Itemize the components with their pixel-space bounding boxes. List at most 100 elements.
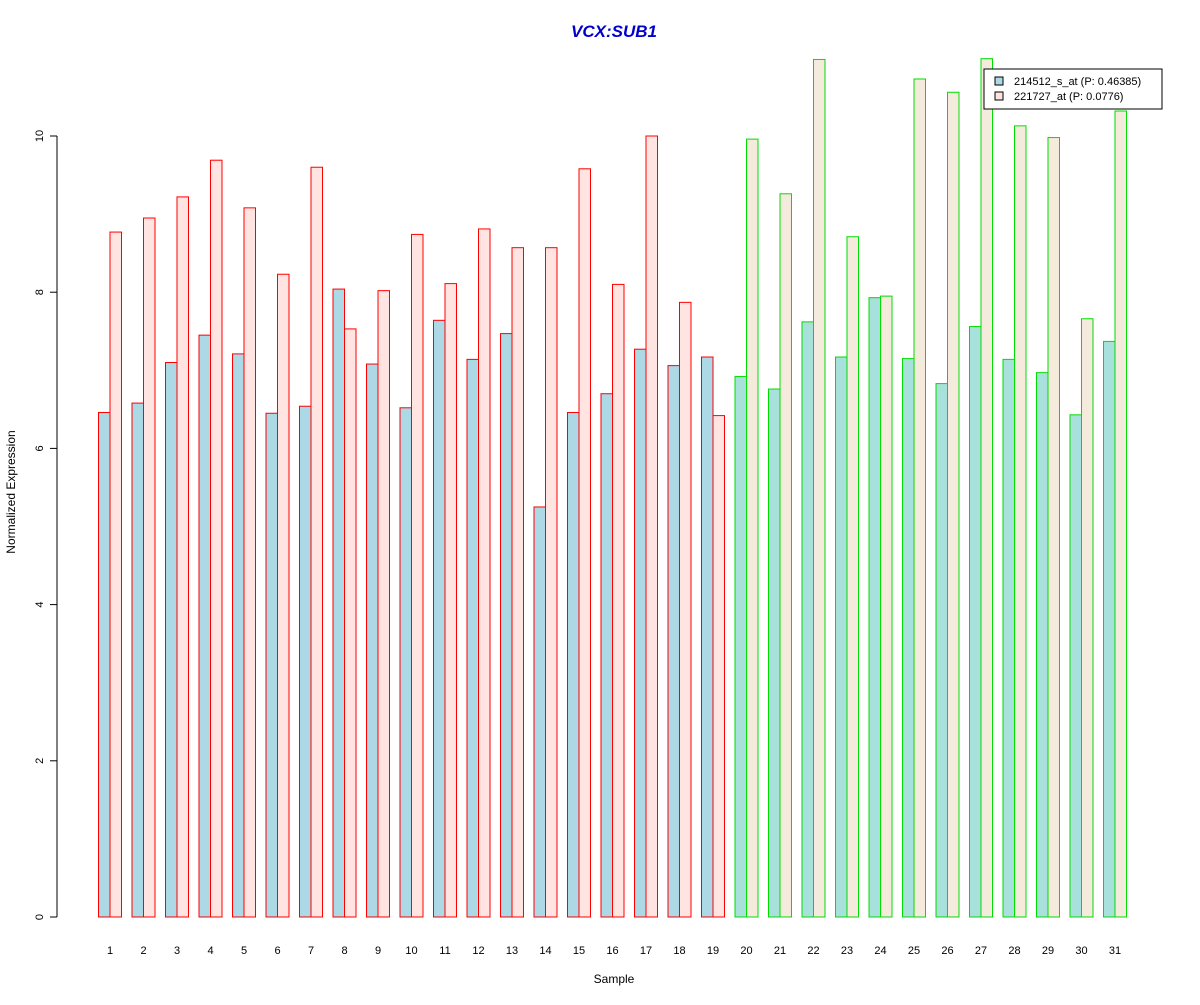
bar-sample-20-series-2 [746, 138, 759, 918]
x-axis-label: Sample [594, 972, 635, 986]
x-tick-label-20: 20 [740, 945, 752, 957]
y-tick-label: 8 [34, 289, 46, 295]
bar-sample-13-series-2 [511, 247, 524, 918]
bar-sample-19-series-2 [712, 415, 725, 918]
x-tick-label-7: 7 [308, 945, 314, 957]
y-tick-label: 10 [34, 130, 46, 142]
legend-box [983, 68, 1163, 110]
bar-sample-4-series-1 [198, 334, 211, 918]
legend-swatch-2 [994, 91, 1004, 101]
x-tick-label-28: 28 [1008, 945, 1020, 957]
bar-sample-2-series-1 [131, 402, 144, 918]
y-tick-label: 6 [34, 445, 46, 451]
bar-sample-25-series-2 [913, 78, 926, 918]
x-tick-label-10: 10 [405, 945, 417, 957]
bar-sample-5-series-1 [232, 353, 245, 918]
bar-sample-17-series-1 [634, 348, 647, 918]
bar-sample-14-series-2 [545, 247, 558, 918]
legend: 214512_s_at (P: 0.46385) 221727_at (P: 0.… [983, 68, 1163, 110]
x-tick-label-6: 6 [274, 945, 280, 957]
legend-swatch-1 [994, 76, 1004, 86]
bar-sample-5-series-2 [243, 207, 256, 918]
bar-sample-18-series-2 [679, 301, 692, 918]
x-tick-label-8: 8 [341, 945, 347, 957]
x-tick-label-23: 23 [841, 945, 853, 957]
x-tick-label-21: 21 [774, 945, 786, 957]
bar-sample-15-series-1 [567, 411, 580, 918]
bar-sample-11-series-2 [444, 283, 457, 918]
x-tick-label-13: 13 [506, 945, 518, 957]
bar-sample-8-series-1 [332, 288, 345, 918]
x-tick-label-3: 3 [174, 945, 180, 957]
bar-sample-16-series-2 [612, 283, 625, 918]
bar-sample-29-series-1 [1036, 372, 1049, 918]
x-tick-label-22: 22 [807, 945, 819, 957]
x-tick-label-5: 5 [241, 945, 247, 957]
bar-sample-30-series-1 [1069, 414, 1082, 918]
bar-sample-21-series-1 [768, 388, 781, 918]
bar-sample-23-series-2 [846, 236, 859, 918]
bar-sample-12-series-2 [478, 228, 491, 918]
bar-sample-3-series-2 [176, 196, 189, 918]
bar-sample-9-series-2 [377, 290, 390, 918]
x-tick-label-11: 11 [439, 945, 450, 957]
bar-sample-3-series-1 [165, 361, 178, 918]
bar-sample-1-series-1 [98, 411, 111, 918]
bar-sample-6-series-1 [265, 412, 278, 918]
bar-sample-1-series-2 [109, 231, 122, 918]
y-axis: 0 2 4 6 8 10 [34, 130, 58, 920]
bar-sample-21-series-2 [779, 193, 792, 918]
x-tick-label-1: 1 [107, 945, 113, 957]
chart-title: VCX:SUB1 [571, 22, 657, 41]
bar-sample-10-series-1 [399, 407, 412, 918]
x-tick-label-19: 19 [707, 945, 719, 957]
legend-label-2: 221727_at (P: 0.0776) [1014, 91, 1123, 103]
x-tick-label-26: 26 [941, 945, 953, 957]
x-tick-label-27: 27 [975, 945, 987, 957]
y-tick-label: 4 [34, 602, 46, 608]
bar-sample-7-series-1 [299, 405, 312, 918]
bar-sample-28-series-2 [1014, 125, 1027, 918]
bar-sample-6-series-2 [277, 273, 290, 918]
bar-sample-27-series-2 [980, 58, 993, 918]
x-tick-label-31: 31 [1109, 945, 1121, 957]
bar-sample-26-series-1 [935, 383, 948, 918]
y-axis-label: Normalized Expression [4, 430, 18, 553]
y-tick-label: 2 [34, 758, 46, 764]
bars-group [98, 58, 1127, 918]
bar-sample-15-series-2 [578, 168, 591, 918]
x-tick-label-16: 16 [606, 945, 618, 957]
bar-sample-20-series-1 [734, 376, 747, 918]
bar-sample-8-series-2 [344, 328, 357, 918]
x-tick-label-18: 18 [673, 945, 685, 957]
bar-sample-24-series-2 [880, 295, 893, 918]
bar-sample-11-series-1 [433, 319, 446, 918]
bar-sample-12-series-1 [466, 358, 479, 918]
x-tick-label-4: 4 [207, 945, 213, 957]
x-tick-label-9: 9 [375, 945, 381, 957]
bar-sample-4-series-2 [210, 159, 223, 918]
x-tick-label-24: 24 [874, 945, 886, 957]
x-tick-label-15: 15 [573, 945, 585, 957]
bar-sample-23-series-1 [835, 356, 848, 918]
x-tick-label-14: 14 [539, 945, 551, 957]
x-tick-label-2: 2 [140, 945, 146, 957]
bar-sample-29-series-2 [1047, 137, 1060, 918]
x-tick-label-25: 25 [908, 945, 920, 957]
x-tick-label-30: 30 [1075, 945, 1087, 957]
bar-sample-7-series-2 [310, 166, 323, 918]
bar-sample-19-series-1 [701, 356, 714, 918]
bar-sample-14-series-1 [533, 506, 546, 918]
bar-sample-30-series-2 [1081, 318, 1094, 918]
y-tick-label: 0 [34, 914, 46, 920]
bar-sample-25-series-1 [902, 358, 915, 918]
bar-sample-31-series-2 [1114, 110, 1127, 918]
bar-sample-31-series-1 [1103, 340, 1116, 918]
bar-sample-24-series-1 [868, 297, 881, 918]
bar-sample-18-series-1 [667, 365, 680, 918]
bar-sample-27-series-1 [969, 326, 982, 918]
bar-sample-9-series-1 [366, 363, 379, 918]
bar-sample-10-series-2 [411, 233, 424, 918]
